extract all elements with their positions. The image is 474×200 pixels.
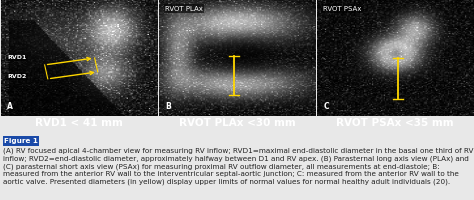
Text: RVD2: RVD2 <box>7 74 27 79</box>
Text: B: B <box>165 102 171 111</box>
FancyBboxPatch shape <box>3 136 39 146</box>
Text: C: C <box>323 102 329 111</box>
Text: Figure 1: Figure 1 <box>4 138 38 144</box>
Text: RVD1: RVD1 <box>7 55 27 60</box>
Text: RVOT PLAx <30 mm: RVOT PLAx <30 mm <box>179 118 295 128</box>
Text: RVOT PSAx: RVOT PSAx <box>323 6 362 12</box>
Text: (A) RV focused apical 4-chamber view for measuring RV inflow; RVD1=maximal end-d: (A) RV focused apical 4-chamber view for… <box>3 148 474 185</box>
Text: RVOT PLAx: RVOT PLAx <box>165 6 203 12</box>
Text: RVD1 < 41 mm: RVD1 < 41 mm <box>35 118 123 128</box>
Text: RVOT PSAx <35 mm: RVOT PSAx <35 mm <box>336 118 454 128</box>
Text: A: A <box>7 102 13 111</box>
